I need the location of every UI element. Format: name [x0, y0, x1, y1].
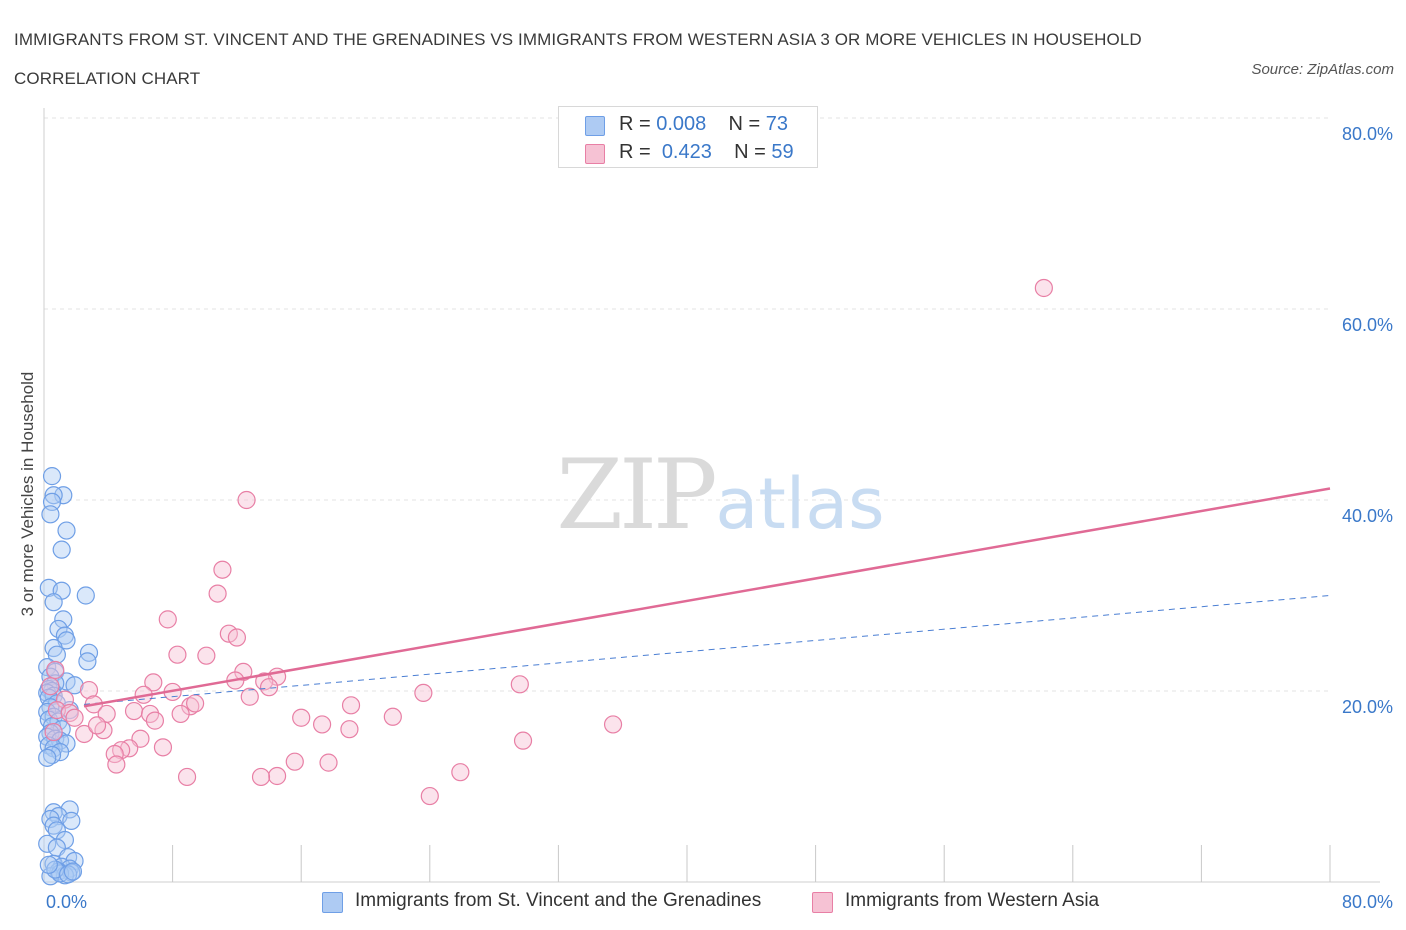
legend-n-label: N =: [728, 113, 761, 135]
data-point-blue: [65, 676, 84, 695]
data-point-pink: [237, 490, 256, 510]
data-point-pink: [171, 704, 190, 724]
legend-r-value-pink: 0.423: [661, 141, 712, 163]
source-label: Source: ZipAtlas.com: [1251, 61, 1394, 78]
data-point-pink: [144, 673, 163, 692]
series-name-pink: Immigrants from Western Asia: [845, 890, 1100, 911]
data-point-blue: [52, 540, 71, 559]
legend-r-label: R =: [619, 141, 651, 163]
data-point-blue: [57, 521, 76, 540]
data-point-pink: [383, 707, 402, 726]
data-point-pink: [181, 697, 200, 716]
data-point-blue: [38, 834, 57, 853]
data-point-blue: [39, 855, 58, 874]
data-point-blue: [44, 593, 63, 612]
data-point-pink: [603, 715, 623, 734]
legend-r-label: R =: [619, 113, 651, 135]
data-point-blue: [42, 467, 62, 486]
series-swatch-pink: [812, 892, 833, 913]
data-point-pink: [213, 560, 232, 579]
data-point-pink: [259, 678, 279, 697]
tick-label-layer: 20.0% 40.0% 60.0% 80.0% 0.0% 80.0%: [46, 124, 1393, 912]
legend-swatch-blue: [585, 116, 605, 136]
data-point-pink: [420, 786, 439, 806]
data-point-pink: [340, 720, 359, 739]
data-point-pink: [46, 660, 65, 680]
data-point-pink: [513, 731, 533, 750]
data-point-pink: [41, 677, 60, 696]
data-point-pink: [65, 708, 84, 727]
data-point-blue: [62, 811, 81, 830]
trend-layer: [83, 487, 1331, 708]
legend-n-label: N =: [734, 141, 766, 163]
data-point-pink: [251, 767, 271, 787]
series-name-blue: Immigrants from St. Vincent and the Gren…: [355, 890, 762, 911]
data-point-blue: [78, 652, 97, 671]
data-point-pink: [285, 752, 304, 771]
data-point-pink: [208, 584, 227, 603]
data-point-pink: [79, 680, 99, 700]
data-point-pink: [107, 755, 126, 774]
y-tick-label: 40.0%: [1342, 506, 1393, 526]
data-point-blue: [42, 745, 62, 765]
data-point-pink: [87, 716, 107, 735]
data-point-pink: [145, 711, 165, 730]
legend-r-value-blue: 0.008: [656, 113, 707, 135]
x-tick-label: 0.0%: [46, 892, 87, 912]
data-point-pink: [75, 724, 94, 744]
correlation-legend: R = 0.008 N = 73 R = 0.423 N = 59: [558, 106, 818, 168]
data-point-pink: [510, 675, 529, 694]
y-tick-label: 60.0%: [1342, 315, 1393, 335]
trend-line-blue: [83, 595, 1331, 705]
points-layer: [38, 278, 1053, 886]
data-point-pink: [319, 753, 338, 772]
grid-layer: [44, 117, 1330, 692]
data-point-blue: [44, 486, 63, 505]
data-point-pink: [227, 628, 246, 647]
data-point-blue: [38, 748, 57, 767]
data-point-pink: [292, 708, 311, 727]
y-tick-label: 80.0%: [1342, 124, 1393, 144]
data-point-pink: [197, 646, 216, 665]
data-point-pink: [312, 715, 332, 734]
data-point-blue: [41, 505, 60, 524]
data-point-blue: [54, 610, 73, 629]
data-point-blue: [76, 586, 95, 605]
data-point-pink: [124, 701, 144, 721]
y-tick-label: 20.0%: [1342, 697, 1393, 717]
data-point-pink: [414, 683, 433, 703]
data-point-pink: [341, 696, 361, 715]
legend-n-value-blue: 73: [765, 113, 789, 135]
trend-line-pink: [83, 487, 1331, 708]
data-point-pink: [267, 766, 287, 786]
x-tick-label: 80.0%: [1342, 892, 1393, 912]
data-point-pink: [158, 610, 177, 629]
series-swatch-blue: [322, 892, 343, 913]
data-point-blue: [63, 862, 83, 881]
data-point-blue: [54, 486, 73, 505]
data-point-pink: [186, 694, 205, 713]
data-point-pink: [177, 767, 197, 787]
legend-swatch-pink: [585, 144, 605, 164]
watermark-zip: ZIP: [556, 439, 715, 551]
data-point-blue: [59, 865, 78, 884]
chart-title: IMMIGRANTS FROM ST. VINCENT AND THE GREN…: [14, 30, 1142, 88]
data-point-pink: [240, 687, 259, 706]
data-point-pink: [168, 645, 187, 664]
data-point-pink: [451, 763, 470, 782]
watermark-atlas: atlas: [715, 463, 884, 545]
data-point-pink: [255, 672, 274, 691]
legend-n-value-pink: 59: [771, 141, 794, 163]
data-point-pink: [1034, 278, 1053, 298]
data-point-pink: [153, 738, 173, 757]
data-point-pink: [44, 722, 63, 742]
